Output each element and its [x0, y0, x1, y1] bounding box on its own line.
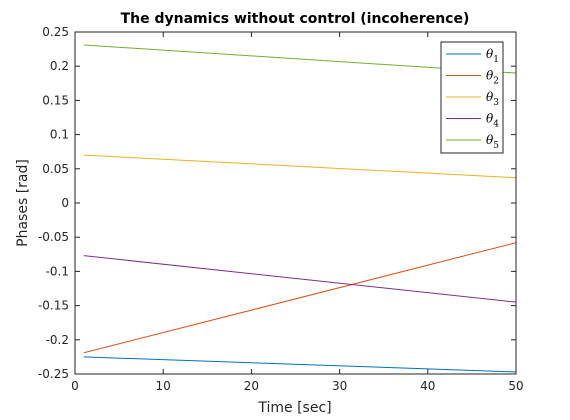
y-tick-label: -0.25	[38, 367, 69, 381]
y-tick-label: 0.15	[42, 93, 69, 107]
y-tick-label: 0.2	[50, 59, 69, 73]
legend-label-1: θ1	[486, 47, 499, 65]
y-tick-label: 0.25	[42, 25, 69, 39]
y-tick-label: 0.05	[42, 162, 69, 176]
y-tick-label: 0.1	[50, 128, 69, 142]
x-tick-label: 20	[244, 379, 259, 393]
x-tick-label: 30	[332, 379, 347, 393]
legend-label-3: θ3	[486, 90, 499, 108]
series-line-4	[83, 255, 517, 303]
y-tick-label: -0.05	[38, 230, 69, 244]
series-layer	[83, 44, 517, 373]
y-tick-label: -0.15	[38, 299, 69, 313]
legend-label-4: θ4	[486, 112, 499, 130]
x-tick-label: 50	[508, 379, 523, 393]
y-tick-label: -0.1	[46, 264, 69, 278]
x-tick-label: 10	[156, 379, 171, 393]
y-tick-label: -0.2	[46, 333, 69, 347]
x-tick-label: 40	[420, 379, 435, 393]
chart-title: The dynamics without control (incoherenc…	[121, 11, 470, 27]
series-line-3	[83, 154, 517, 179]
x-tick-label: 0	[71, 379, 79, 393]
axis-ticks: 0 10 20 30 40 50 -0.25 -0.2 -0.15 -0.1 -0.05 0 0.05 0…	[38, 25, 524, 393]
series-line-1	[83, 356, 517, 373]
legend-label-5: θ5	[486, 133, 499, 151]
series-line-2	[83, 242, 517, 354]
y-axis-label: Phases [rad]	[15, 159, 31, 247]
y-tick-label: 0	[61, 196, 69, 210]
legend-label-2: θ2	[486, 69, 499, 87]
legend: θ1 θ2 θ3 θ4 θ5	[440, 41, 504, 154]
x-axis-label: Time [sec]	[257, 400, 331, 416]
